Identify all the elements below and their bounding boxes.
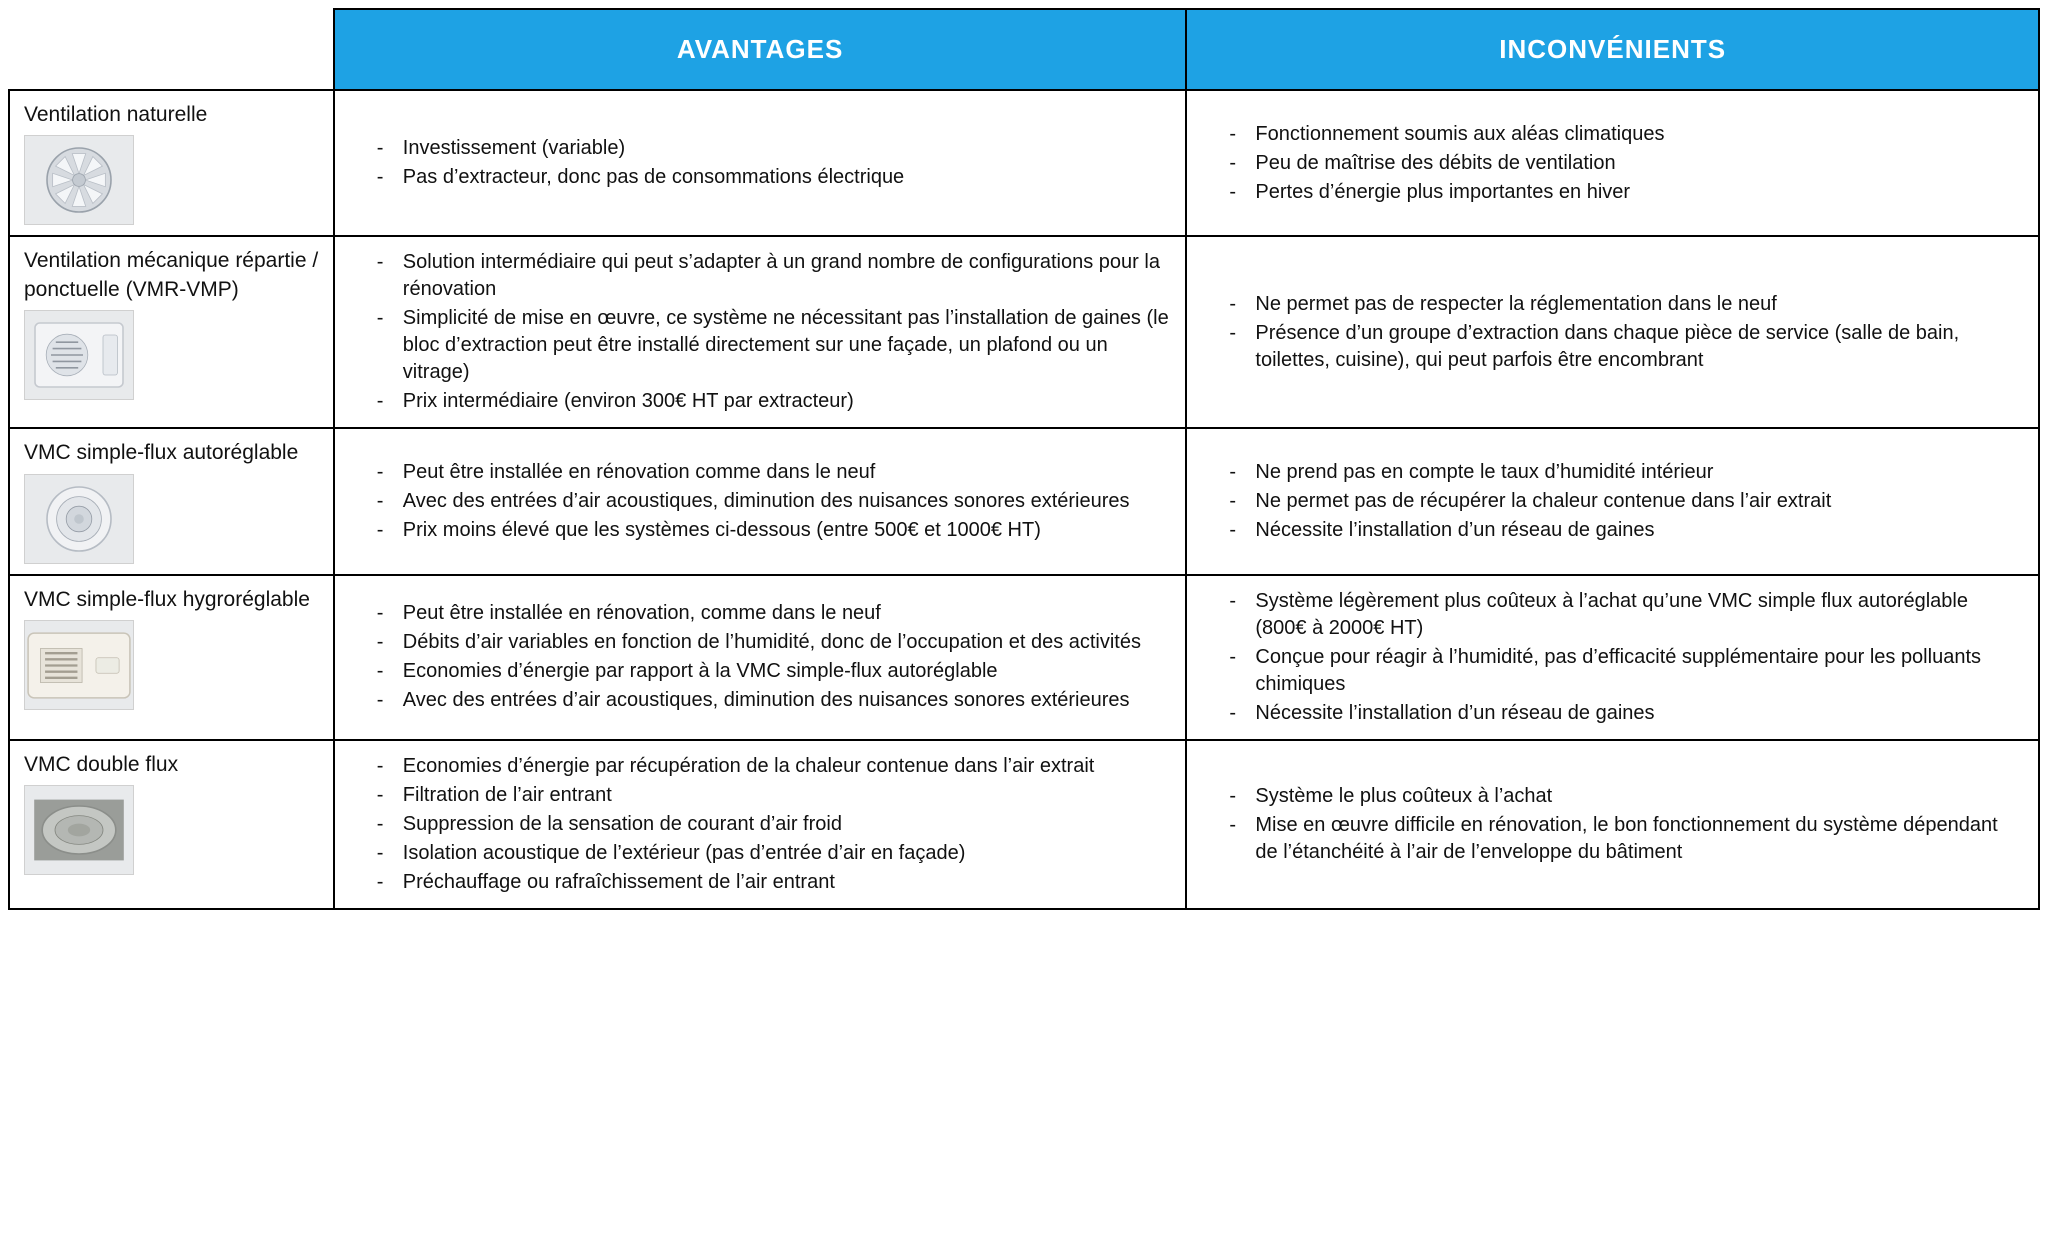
advantages-cell: Peut être installée en rénovation comme … [334, 428, 1187, 574]
list-item: Nécessite l’installation d’un réseau de … [1229, 517, 2024, 544]
table-row: Ventilation naturelle Investissement (var… [9, 90, 2039, 236]
advantages-cell: Economies d’énergie par récupération de … [334, 740, 1187, 909]
list-item: Isolation acoustique de l’extérieur (pas… [377, 840, 1172, 867]
air-vent-round-icon [24, 135, 134, 225]
row-title: Ventilation naturelle [24, 101, 319, 129]
list-item: Ne prend pas en compte le taux d’humidit… [1229, 459, 2024, 486]
row-label-cell: Ventilation naturelle [9, 90, 334, 236]
row-label-cell: VMC double flux [9, 740, 334, 909]
list-item: Mise en œuvre difficile en rénovation, l… [1229, 812, 2024, 866]
disadvantages-cell: Ne permet pas de respecter la réglementa… [1186, 236, 2039, 428]
disadvantages-cell: Système légèrement plus coûteux à l’acha… [1186, 575, 2039, 740]
list-item: Prix moins élevé que les systèmes ci-des… [377, 517, 1172, 544]
ventilation-comparison-table: AVANTAGES INCONVÉNIENTS Ventilation natu… [8, 8, 2040, 910]
ceiling-vent-ring-icon [24, 474, 134, 564]
list-item: Nécessite l’installation d’un réseau de … [1229, 700, 2024, 727]
list-item: Peut être installée en rénovation comme … [377, 459, 1172, 486]
table-row: Ventilation mécanique répartie / ponctue… [9, 236, 2039, 428]
advantages-list: Peut être installée en rénovation, comme… [349, 600, 1172, 714]
ceiling-disc-vent-icon [24, 785, 134, 875]
list-item: Solution intermédiaire qui peut s’adapte… [377, 249, 1172, 303]
row-title: Ventilation mécanique répartie / ponctue… [24, 247, 319, 304]
advantages-list: Investissement (variable)Pas d’extracteu… [349, 135, 1172, 191]
list-item: Investissement (variable) [377, 135, 1172, 162]
disadvantages-list: Ne prend pas en compte le taux d’humidit… [1201, 459, 2024, 544]
row-title: VMC double flux [24, 751, 319, 779]
table-row: VMC double flux Economies d’énergie par r… [9, 740, 2039, 909]
table-row: VMC simple-flux hygroréglable Peut être i… [9, 575, 2039, 740]
disadvantages-list: Système le plus coûteux à l’achatMise en… [1201, 783, 2024, 866]
disadvantages-cell: Système le plus coûteux à l’achatMise en… [1186, 740, 2039, 909]
list-item: Pertes d’énergie plus importantes en hiv… [1229, 179, 2024, 206]
disadvantages-list: Ne permet pas de respecter la réglementa… [1201, 291, 2024, 374]
list-item: Pas d’extracteur, donc pas de consommati… [377, 164, 1172, 191]
list-item: Suppression de la sensation de courant d… [377, 811, 1172, 838]
list-item: Fonctionnement soumis aux aléas climatiq… [1229, 121, 2024, 148]
disadvantages-list: Système légèrement plus coûteux à l’acha… [1201, 588, 2024, 727]
header-advantages: AVANTAGES [334, 9, 1187, 90]
list-item: Préchauffage ou rafraîchissement de l’ai… [377, 869, 1172, 896]
list-item: Peu de maîtrise des débits de ventilatio… [1229, 150, 2024, 177]
row-label-cell: VMC simple-flux autoréglable [9, 428, 334, 574]
header-blank [9, 9, 334, 90]
advantages-list: Economies d’énergie par récupération de … [349, 753, 1172, 896]
row-title: VMC simple-flux hygroréglable [24, 586, 319, 614]
advantages-cell: Peut être installée en rénovation, comme… [334, 575, 1187, 740]
hygro-wall-unit-icon [24, 620, 134, 710]
list-item: Avec des entrées d’air acoustiques, dimi… [377, 488, 1172, 515]
disadvantages-cell: Fonctionnement soumis aux aléas climatiq… [1186, 90, 2039, 236]
advantages-cell: Investissement (variable)Pas d’extracteu… [334, 90, 1187, 236]
list-item: Ne permet pas de récupérer la chaleur co… [1229, 488, 2024, 515]
list-item: Simplicité de mise en œuvre, ce système … [377, 305, 1172, 386]
list-item: Avec des entrées d’air acoustiques, dimi… [377, 687, 1172, 714]
header-disadvantages: INCONVÉNIENTS [1186, 9, 2039, 90]
list-item: Filtration de l’air entrant [377, 782, 1172, 809]
list-item: Présence d’un groupe d’extraction dans c… [1229, 320, 2024, 374]
list-item: Economies d’énergie par rapport à la VMC… [377, 658, 1172, 685]
row-title: VMC simple-flux autoréglable [24, 439, 319, 467]
list-item: Ne permet pas de respecter la réglementa… [1229, 291, 2024, 318]
advantages-list: Peut être installée en rénovation comme … [349, 459, 1172, 544]
table-row: VMC simple-flux autoréglable Peut être in… [9, 428, 2039, 574]
wall-extractor-icon [24, 310, 134, 400]
row-label-cell: Ventilation mécanique répartie / ponctue… [9, 236, 334, 428]
list-item: Débits d’air variables en fonction de l’… [377, 629, 1172, 656]
list-item: Système le plus coûteux à l’achat [1229, 783, 2024, 810]
disadvantages-list: Fonctionnement soumis aux aléas climatiq… [1201, 121, 2024, 206]
list-item: Système légèrement plus coûteux à l’acha… [1229, 588, 2024, 642]
disadvantages-cell: Ne prend pas en compte le taux d’humidit… [1186, 428, 2039, 574]
advantages-cell: Solution intermédiaire qui peut s’adapte… [334, 236, 1187, 428]
list-item: Peut être installée en rénovation, comme… [377, 600, 1172, 627]
row-label-cell: VMC simple-flux hygroréglable [9, 575, 334, 740]
advantages-list: Solution intermédiaire qui peut s’adapte… [349, 249, 1172, 415]
list-item: Conçue pour réagir à l’humidité, pas d’e… [1229, 644, 2024, 698]
list-item: Prix intermédiaire (environ 300€ HT par … [377, 388, 1172, 415]
list-item: Economies d’énergie par récupération de … [377, 753, 1172, 780]
